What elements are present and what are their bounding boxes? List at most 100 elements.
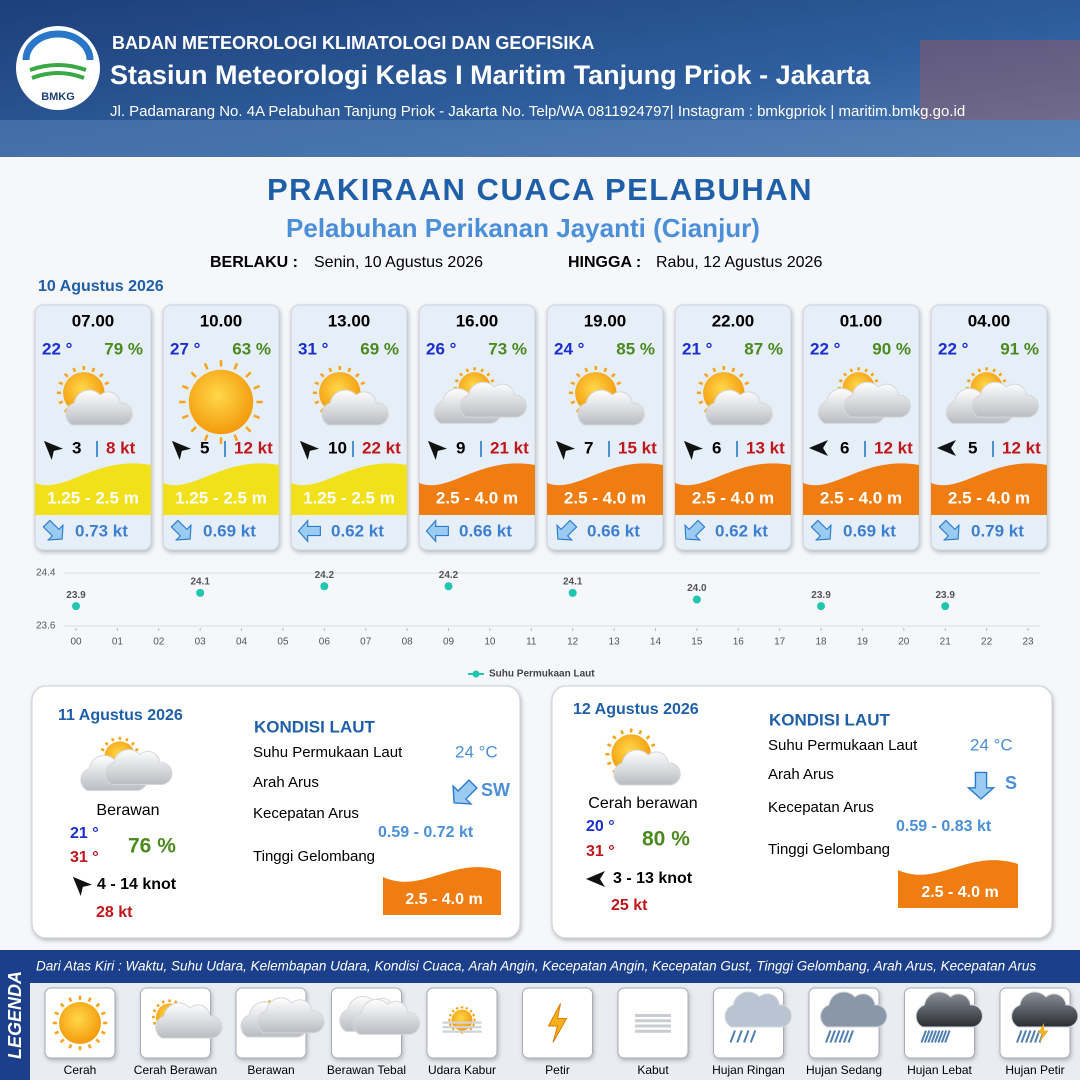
sun-ray: [472, 1013, 476, 1017]
sun-ray: [606, 761, 612, 766]
sun-ray: [870, 372, 875, 377]
cloud: [321, 389, 389, 426]
current-arrow: [938, 519, 960, 541]
separator: [736, 441, 738, 457]
sun-ray: [87, 1043, 92, 1049]
weather: Berawan: [96, 802, 159, 819]
sun-ray: [448, 1013, 452, 1017]
wave-area: [675, 463, 791, 515]
sun-ray: [59, 1038, 65, 1044]
x-tick-label: 11: [526, 637, 537, 648]
sun-ray: [360, 381, 366, 386]
rain: [829, 1030, 836, 1043]
sun-ray: [54, 1011, 60, 1016]
sst-point: [444, 582, 453, 591]
separator: [864, 441, 866, 457]
logo-text: BMKG: [41, 91, 75, 103]
wave-height: 2.5 - 4.0 m: [405, 891, 482, 908]
temp-max: 31 °: [70, 849, 99, 866]
logo-arc: [22, 30, 94, 61]
rain: [944, 1030, 951, 1043]
legend-strip: [0, 950, 1080, 983]
weather-icon: [442, 1006, 482, 1034]
wind-speed: 3: [72, 438, 81, 457]
cloud: [613, 749, 681, 786]
sun-ray: [161, 1000, 165, 1004]
data-label: 24.1: [563, 577, 583, 588]
legend-item: Hujan Petir: [1005, 1063, 1064, 1077]
legend-item: Kabut: [637, 1063, 669, 1077]
sun: [451, 1009, 473, 1031]
sst-point: [692, 595, 701, 604]
weather-icon: [179, 360, 263, 444]
sea-temp: 24 °C: [970, 735, 1013, 754]
sea-label: Arah Arus: [768, 766, 834, 783]
legend-item: Hujan Lebat: [907, 1063, 972, 1077]
wind-speed: 5: [200, 438, 209, 457]
sst-point: [817, 602, 826, 611]
weather-icon: [817, 367, 911, 424]
rain: [920, 1030, 927, 1043]
wave-area: [291, 463, 407, 515]
gust: 15 kt: [618, 438, 657, 457]
sun-ray: [245, 426, 252, 433]
weather-icon: [52, 995, 108, 1051]
sun-ray: [849, 368, 854, 373]
x-tick-label: 17: [774, 637, 786, 648]
wind-speed: 10: [328, 438, 347, 457]
sea-title: KONDISI LAUT: [254, 717, 376, 736]
separator: [480, 441, 482, 457]
legend-label: Suhu Permukaan Laut: [489, 669, 595, 680]
station-name: Stasiun Meteorologi Kelas I Maritim Tanj…: [110, 60, 871, 90]
legend-item: Hujan Sedang: [806, 1063, 882, 1077]
cloud: [459, 381, 527, 418]
current-dir: SW: [481, 780, 510, 800]
sun-ray: [606, 743, 612, 748]
subtitle: Pelabuhan Perikanan Jayanti (Cianjur): [286, 213, 760, 243]
sun-ray: [355, 372, 360, 378]
cloud: [705, 389, 773, 426]
rain: [1020, 1030, 1027, 1043]
sun-ray: [253, 414, 261, 420]
wind-speed: 7: [584, 438, 593, 457]
sun-ray: [698, 381, 704, 386]
wind-arrow: [586, 871, 605, 887]
temp-min: 21 °: [70, 825, 99, 842]
data-label: 24.0: [687, 583, 707, 594]
legend-item: Hujan Ringan: [712, 1063, 785, 1077]
cloud: [155, 1002, 223, 1039]
wave-area: [898, 860, 1018, 908]
sun-ray: [87, 997, 92, 1003]
haze: [442, 1030, 482, 1033]
weather-icon: [696, 365, 773, 426]
gust: 12 kt: [234, 438, 273, 457]
legend-item: Cerah: [64, 1063, 97, 1077]
day-date: 11 Agustus 2026: [58, 707, 183, 724]
sun-ray: [570, 381, 576, 386]
sun-ray: [611, 372, 616, 378]
wind-arrow: [683, 440, 704, 461]
sst-point: [941, 602, 950, 611]
sun-ray: [703, 372, 709, 378]
x-tick-label: 08: [402, 637, 414, 648]
current-speed: 0.59 - 0.72 kt: [378, 824, 474, 841]
sun-ray: [203, 434, 209, 442]
org-name: BADAN METEOROLOGI KLIMATOLOGI DAN GEOFIS…: [112, 33, 594, 53]
day-panel: [31, 685, 521, 939]
current-arrow: [452, 779, 478, 805]
sea-label: Kecepatan Arus: [768, 799, 874, 816]
weather-icon: [635, 1014, 671, 1033]
logo: [16, 26, 100, 110]
wind-range: 4 - 14 knot: [97, 876, 177, 893]
sun-ray: [638, 729, 643, 735]
data-label: 23.9: [811, 590, 831, 601]
time: 22.00: [712, 311, 755, 330]
current-speed: 0.62 kt: [715, 521, 768, 540]
sun-ray: [152, 1009, 157, 1013]
time: 16.00: [456, 311, 499, 330]
time: 10.00: [200, 311, 243, 330]
legend-item: Udara Kabur: [428, 1063, 496, 1077]
sst-point: [320, 582, 329, 591]
sun-ray: [100, 1011, 106, 1016]
sun-ray: [575, 372, 581, 378]
